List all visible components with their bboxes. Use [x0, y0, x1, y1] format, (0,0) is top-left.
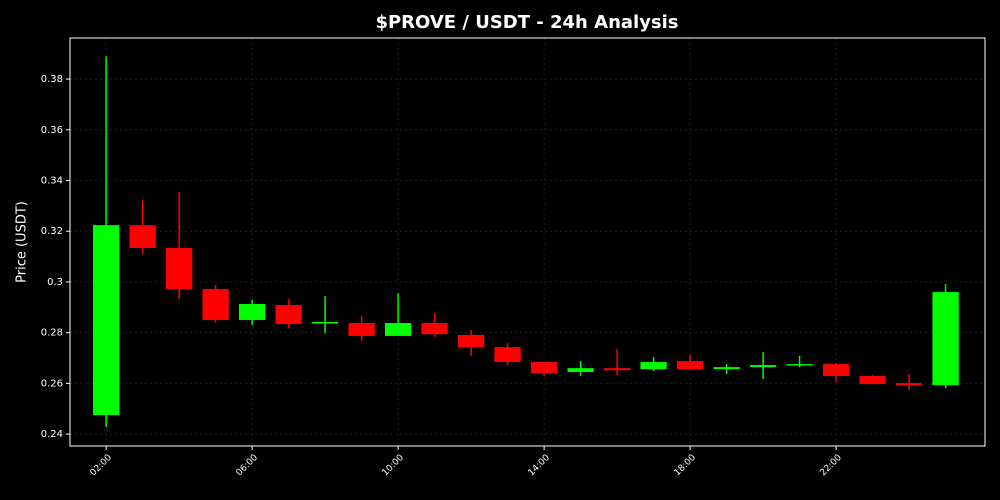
x-tick-label: 14:00 — [527, 453, 553, 479]
y-axis-label: Price (USDT) — [15, 201, 30, 283]
x-tick-label: 18:00 — [673, 453, 699, 479]
candle-body — [603, 368, 631, 371]
candle-body — [348, 323, 375, 336]
candle-body — [275, 305, 302, 325]
candle-body — [786, 364, 813, 366]
candle-body — [713, 367, 740, 370]
candle-body — [384, 323, 412, 336]
candle-body — [165, 247, 193, 290]
candle-body — [932, 292, 959, 386]
y-tick-label: 0.3 — [47, 277, 63, 288]
y-tick-label: 0.28 — [41, 328, 63, 339]
candle-body — [457, 334, 485, 348]
x-tick-label: 10:00 — [381, 453, 407, 479]
candle-body — [421, 323, 448, 335]
candle-body — [676, 361, 704, 370]
candle-body — [311, 322, 339, 324]
candle-body — [822, 364, 850, 377]
candle-body — [567, 368, 594, 372]
y-tick-label: 0.34 — [41, 176, 63, 187]
y-tick-label: 0.24 — [41, 429, 63, 440]
candle-body — [895, 383, 923, 386]
candle-body — [494, 347, 521, 363]
y-tick-label: 0.26 — [41, 378, 63, 389]
candle-body — [749, 365, 777, 368]
candle-body — [859, 376, 886, 385]
y-tick-label: 0.32 — [41, 226, 63, 237]
x-tick-label: 22:00 — [819, 453, 845, 479]
candle-body — [640, 362, 667, 370]
plot-frame — [69, 37, 986, 447]
x-tick-label: 02:00 — [89, 453, 115, 479]
y-tick-label: 0.36 — [41, 125, 63, 136]
candle-body — [530, 362, 558, 373]
candle-body — [129, 225, 156, 248]
candle-body — [92, 225, 120, 416]
candle-body — [202, 289, 229, 320]
candle-body — [238, 303, 266, 320]
y-tick-label: 0.38 — [41, 74, 63, 85]
chart-title: $PROVE / USDT - 24h Analysis — [375, 12, 678, 33]
x-tick-label: 06:00 — [235, 453, 261, 479]
